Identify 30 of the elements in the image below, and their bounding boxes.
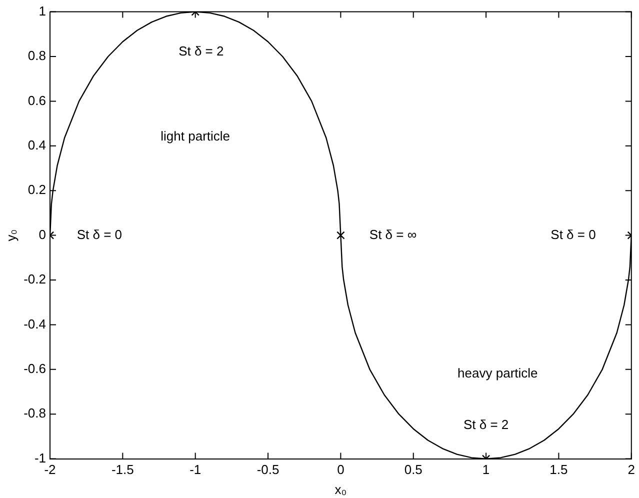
point <box>336 231 345 240</box>
x-tick-label: -1.5 <box>111 462 134 478</box>
x-tick-label: 0 <box>337 462 344 478</box>
y-tick-label: -0.6 <box>24 360 46 376</box>
annotation: St δ = 0 <box>76 226 122 242</box>
y-tick-label: 0.2 <box>28 182 46 198</box>
annotation: St δ = 0 <box>550 226 596 242</box>
x-tick-label: 1.5 <box>550 462 568 478</box>
x-tick-label: 0.5 <box>404 462 422 478</box>
x-axis-title: x₀ <box>334 482 347 497</box>
annotation: light particle <box>160 128 230 144</box>
y-tick-label: 1 <box>38 3 46 18</box>
y-tick-label: 0.8 <box>28 48 46 64</box>
annotation: heavy particle <box>458 365 538 380</box>
annotation: St δ = 2 <box>178 44 224 59</box>
x-tick-label: -1 <box>190 462 202 478</box>
x-tick-label: -2 <box>44 462 56 478</box>
annotation: St δ = 2 <box>463 416 509 432</box>
y-tick-label: -0.2 <box>24 272 46 287</box>
annotation: St δ = ∞ <box>369 226 417 242</box>
y-tick-label: 0.4 <box>28 137 46 152</box>
x-tick-label: -0.5 <box>256 462 280 478</box>
y-tick-label: 0 <box>38 226 46 242</box>
y-tick-label: 0.6 <box>28 92 46 108</box>
y-tick-label: -0.4 <box>24 316 46 332</box>
y-tick-label: -1 <box>34 450 46 466</box>
x-tick-label: 1 <box>482 462 490 478</box>
x-tick-label: 2 <box>628 462 635 478</box>
y-tick-label: -0.8 <box>24 406 46 421</box>
y-axis-title: y₀ <box>3 229 18 242</box>
